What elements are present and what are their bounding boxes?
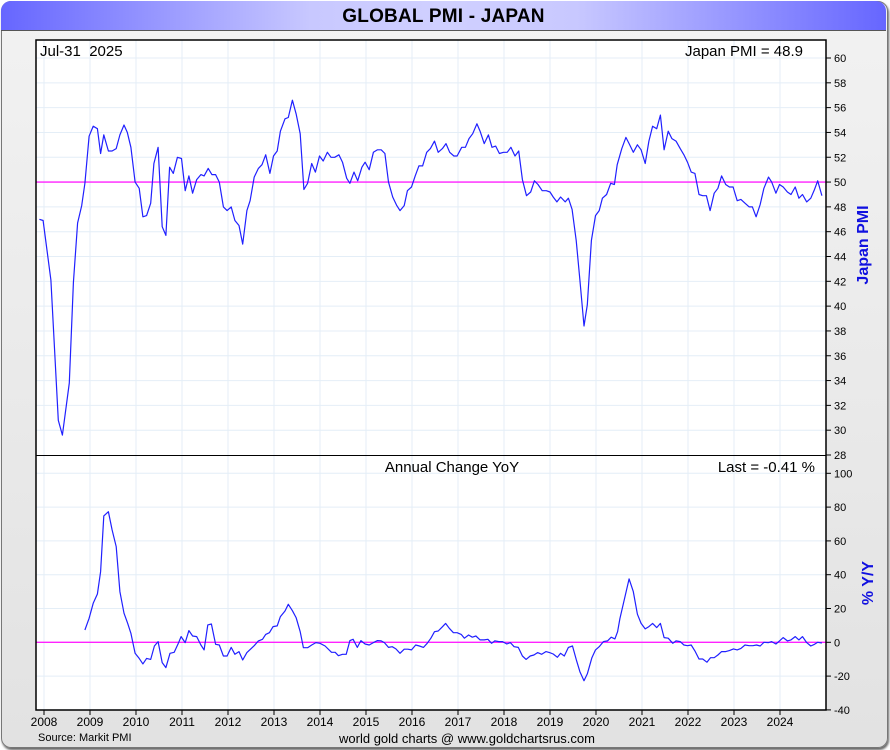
reference-lines (36, 181, 826, 643)
x-tick-label: 2013 (261, 715, 288, 729)
yoy-panel-title: Annual Change YoY (385, 459, 519, 476)
pmi-y-tick-label: 40 (834, 301, 846, 313)
pmi-y-tick-label: 52 (834, 152, 846, 164)
x-tick-label: 2015 (353, 715, 380, 729)
x-tick-label: 2021 (629, 715, 656, 729)
x-tick-label: 2008 (31, 715, 58, 729)
x-tick-label: 2010 (123, 715, 150, 729)
x-tick-label: 2019 (537, 715, 564, 729)
yoy-y-tick-label: 80 (834, 502, 846, 514)
x-tick-label: 2024 (767, 715, 794, 729)
pmi-y-tick-label: 42 (834, 276, 846, 288)
x-tick-label: 2009 (77, 715, 104, 729)
title-bar: GLOBAL PMI - JAPAN (1, 1, 886, 31)
pmi-y-tick-label: 32 (834, 400, 846, 412)
x-tick-label: 2011 (169, 715, 195, 729)
x-tick-label: 2014 (307, 715, 334, 729)
yoy-y-tick-label: -40 (834, 705, 850, 717)
pmi-y-tick-label: 48 (834, 202, 846, 214)
pmi-y-tick-label: 60 (834, 53, 846, 65)
pmi-series-line (39, 99, 823, 436)
pmi-axis-title: Japan PMI (855, 205, 872, 284)
pmi-y-tick-label: 56 (834, 103, 846, 115)
series-lines (39, 99, 823, 682)
pmi-y-tick-label: 38 (834, 326, 846, 338)
yoy-y-tick-label: 100 (834, 468, 852, 480)
plot-background (36, 40, 826, 710)
pmi-y-tick-label: 30 (834, 425, 846, 437)
pmi-y-tick-label: 34 (834, 376, 846, 388)
date-label: Jul-31 2025 (40, 43, 123, 60)
x-tick-label: 2012 (215, 715, 242, 729)
x-tick-label: 2022 (675, 715, 702, 729)
x-tick-label: 2018 (491, 715, 518, 729)
x-tick-label: 2023 (721, 715, 748, 729)
pmi-y-tick-label: 50 (834, 177, 846, 189)
pmi-y-tick-label: 36 (834, 351, 846, 363)
x-tick-label: 2016 (399, 715, 426, 729)
yoy-y-tick-label: 40 (834, 570, 846, 582)
yoy-y-tick-label: -20 (834, 671, 850, 683)
pmi-annotation: Japan PMI = 48.9 (685, 43, 803, 60)
pmi-y-tick-label: 46 (834, 227, 846, 239)
footer-credit: world gold charts @ www.goldchartsrus.co… (338, 731, 595, 746)
yoy-y-tick-label: 20 (834, 604, 846, 616)
source-label: Source: Markit PMI (38, 732, 132, 744)
plot-border (35, 39, 827, 711)
yoy-y-tick-label: 0 (834, 637, 840, 649)
axis-ticks: 2008 2009 2010 2011 2012 2013 2014 2015 2016 2017… (31, 53, 853, 729)
yoy-series-line (84, 511, 822, 682)
yoy-y-tick-label: 60 (834, 536, 846, 548)
pmi-y-tick-label: 44 (834, 252, 846, 264)
x-tick-label: 2017 (445, 715, 472, 729)
yoy-annotation: Last = -0.41 % (718, 459, 815, 476)
pmi-y-tick-label: 54 (834, 127, 846, 139)
pmi-y-tick-label: 58 (834, 78, 846, 90)
pmi-y-tick-label: 28 (834, 450, 846, 462)
chart-title: GLOBAL PMI - JAPAN (342, 6, 545, 27)
x-tick-label: 2020 (583, 715, 610, 729)
yoy-axis-title: % Y/Y (860, 561, 877, 606)
